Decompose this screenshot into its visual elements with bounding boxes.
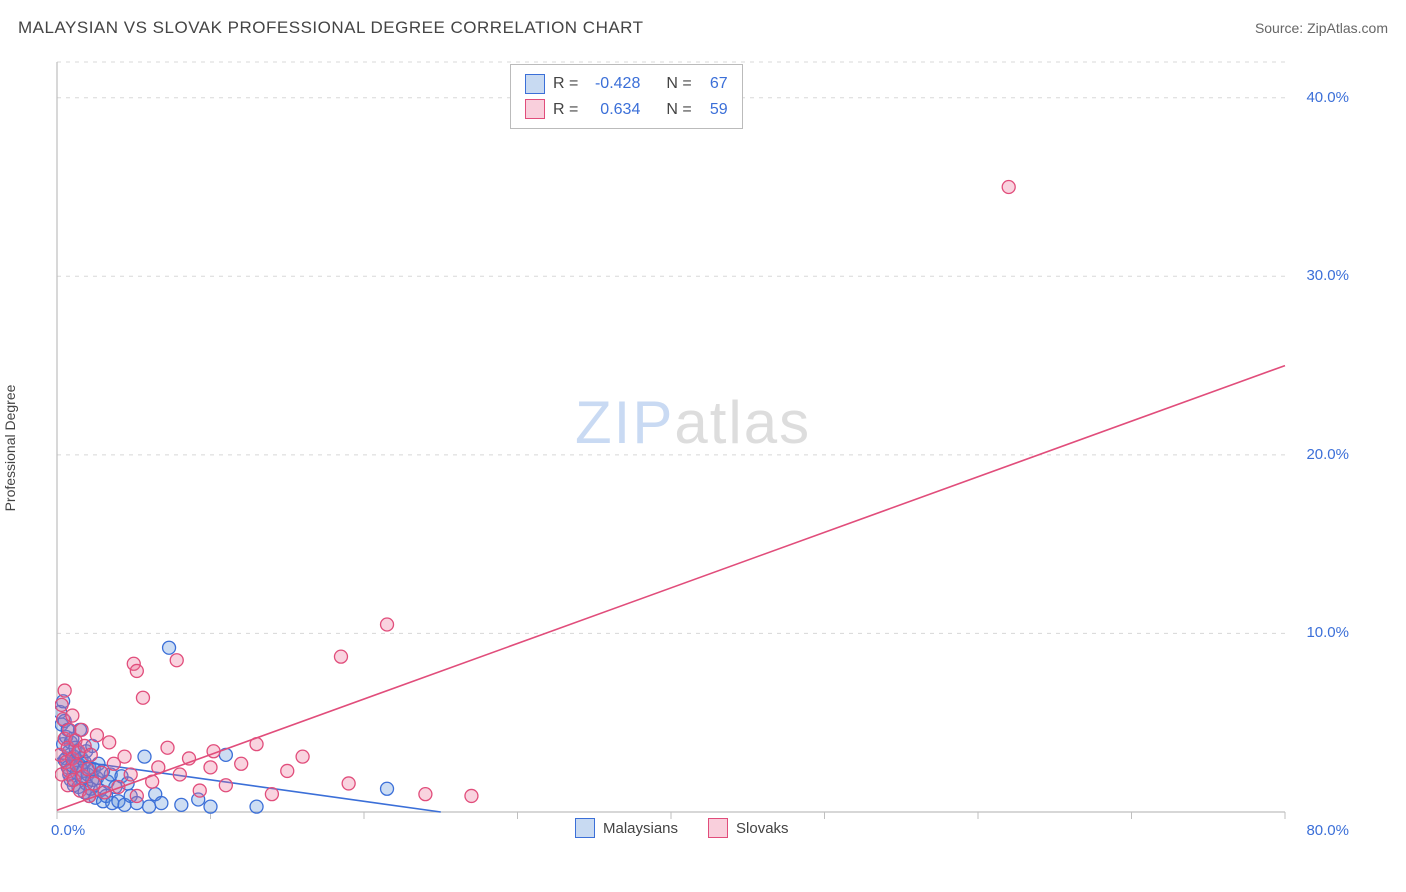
r-value-slovaks: 0.634: [586, 97, 640, 123]
point-slovaks: [173, 768, 186, 781]
point-malaysians: [204, 800, 217, 813]
point-malaysians: [381, 782, 394, 795]
point-slovaks: [161, 741, 174, 754]
point-malaysians: [143, 800, 156, 813]
r-label: R =: [553, 97, 578, 123]
point-slovaks: [219, 779, 232, 792]
point-slovaks: [55, 698, 68, 711]
x-min-label: 0.0%: [51, 822, 85, 839]
correlation-stats-box: R = -0.428 N = 67 R = 0.634 N = 59: [510, 64, 743, 129]
y-tick-label: 20.0%: [1306, 446, 1349, 463]
point-slovaks: [90, 729, 103, 742]
point-slovaks: [235, 757, 248, 770]
y-tick-label: 30.0%: [1306, 267, 1349, 284]
point-slovaks: [281, 764, 294, 777]
legend-swatch-malaysians: [575, 818, 595, 838]
n-value-slovaks: 59: [700, 97, 728, 123]
r-value-malaysians: -0.428: [586, 71, 640, 97]
point-slovaks: [95, 766, 108, 779]
point-slovaks: [130, 789, 143, 802]
point-slovaks: [381, 618, 394, 631]
series-legend: Malaysians Slovaks: [575, 818, 789, 838]
legend-item-malaysians: Malaysians: [575, 818, 678, 838]
point-slovaks: [118, 750, 131, 763]
point-slovaks: [81, 763, 94, 776]
point-slovaks: [58, 684, 71, 697]
point-slovaks: [84, 748, 97, 761]
stats-row-slovaks: R = 0.634 N = 59: [525, 97, 728, 123]
chart-title: MALAYSIAN VS SLOVAK PROFESSIONAL DEGREE …: [18, 18, 644, 38]
point-malaysians: [250, 800, 263, 813]
point-malaysians: [175, 798, 188, 811]
point-slovaks: [124, 768, 137, 781]
legend-swatch-slovaks: [708, 818, 728, 838]
point-slovaks: [170, 654, 183, 667]
y-axis-label: Professional Degree: [2, 385, 18, 512]
legend-item-slovaks: Slovaks: [708, 818, 789, 838]
point-slovaks: [75, 723, 88, 736]
source-label: Source: ZipAtlas.com: [1255, 20, 1388, 36]
point-slovaks: [130, 664, 143, 677]
point-slovaks: [204, 761, 217, 774]
y-tick-label: 10.0%: [1306, 624, 1349, 641]
n-label: N =: [666, 71, 691, 97]
point-malaysians: [155, 797, 168, 810]
point-slovaks: [419, 788, 432, 801]
point-slovaks: [1002, 181, 1015, 194]
legend-label-slovaks: Slovaks: [736, 820, 789, 837]
stats-row-malaysians: R = -0.428 N = 67: [525, 71, 728, 97]
point-slovaks: [103, 736, 116, 749]
legend-label-malaysians: Malaysians: [603, 820, 678, 837]
trendline-slovaks: [57, 366, 1285, 811]
n-label: N =: [666, 97, 691, 123]
y-tick-label: 40.0%: [1306, 89, 1349, 106]
n-value-malaysians: 67: [700, 71, 728, 97]
point-slovaks: [334, 650, 347, 663]
x-max-label: 80.0%: [1306, 822, 1349, 839]
point-malaysians: [163, 641, 176, 654]
scatter-chart: [55, 60, 1355, 840]
point-slovaks: [193, 784, 206, 797]
swatch-malaysians: [525, 74, 545, 94]
point-malaysians: [138, 750, 151, 763]
r-label: R =: [553, 71, 578, 97]
point-slovaks: [465, 789, 478, 802]
point-slovaks: [265, 788, 278, 801]
point-slovaks: [136, 691, 149, 704]
point-slovaks: [66, 709, 79, 722]
point-slovaks: [342, 777, 355, 790]
point-slovaks: [296, 750, 309, 763]
plot-area: ZIPatlas R =-0.428N =67R =0.634N =59 Mal…: [55, 60, 1355, 840]
swatch-slovaks: [525, 99, 545, 119]
